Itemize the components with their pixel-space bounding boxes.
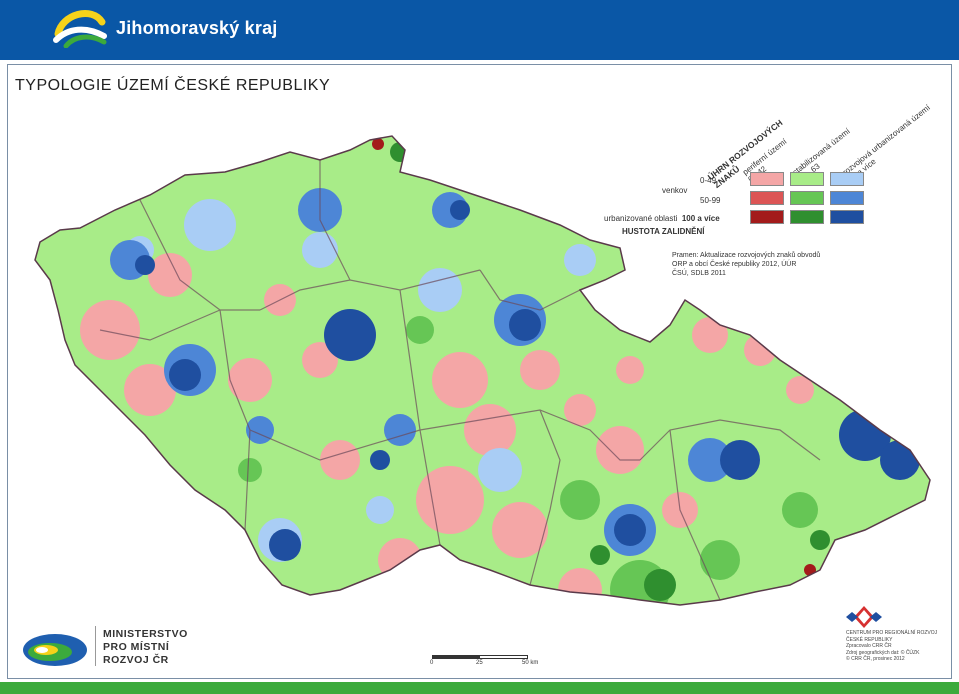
legend-row-1-label: 0-49 bbox=[700, 176, 717, 185]
legend-density-title: HUSTOTA ZALIDNĚNÍ bbox=[622, 227, 705, 236]
legend-venkov-label: venkov bbox=[662, 186, 688, 195]
legend-row-2-label: 50-99 bbox=[700, 196, 721, 205]
header-bar: Jihomoravský kraj bbox=[0, 0, 959, 60]
legend-swatch-r2c2 bbox=[790, 191, 824, 205]
crr-credits: CENTRUM PRO REGIONÁLNÍ ROZVOJ ČESKÉ REPU… bbox=[846, 630, 938, 662]
legend-urban-label: urbanizované oblasti 100 a více bbox=[604, 214, 720, 223]
legend-swatch-r1c1 bbox=[750, 172, 784, 186]
legend-swatch-r1c2 bbox=[790, 172, 824, 186]
ministry-logo-icon bbox=[23, 634, 87, 666]
jmk-logo-icon bbox=[53, 10, 107, 48]
crr-logo-icon bbox=[846, 606, 882, 628]
scale-label-0: 0 bbox=[430, 660, 434, 666]
scale-bar bbox=[432, 655, 528, 659]
source-note: Pramen: Aktualizace rozvojových znaků ob… bbox=[672, 252, 821, 277]
legend-swatch-r2c3 bbox=[830, 191, 864, 205]
legend-swatch-r3c2 bbox=[790, 210, 824, 224]
ministry-divider bbox=[95, 626, 96, 666]
scale-label-25: 25 bbox=[476, 660, 483, 666]
scale-label-50: 50 km bbox=[522, 660, 539, 666]
legend-swatch-r1c3 bbox=[830, 172, 864, 186]
footer-bar bbox=[0, 682, 959, 694]
region-title: Jihomoravský kraj bbox=[116, 18, 278, 38]
legend-swatch-r2c1 bbox=[750, 191, 784, 205]
legend-swatch-r3c3 bbox=[830, 210, 864, 224]
legend-swatch-r3c1 bbox=[750, 210, 784, 224]
map-title: TYPOLOGIE ÚZEMÍ ČESKÉ REPUBLIKY bbox=[15, 77, 331, 94]
ministry-name: MINISTERSTVO PRO MÍSTNÍ ROZVOJ ČR bbox=[103, 628, 188, 666]
